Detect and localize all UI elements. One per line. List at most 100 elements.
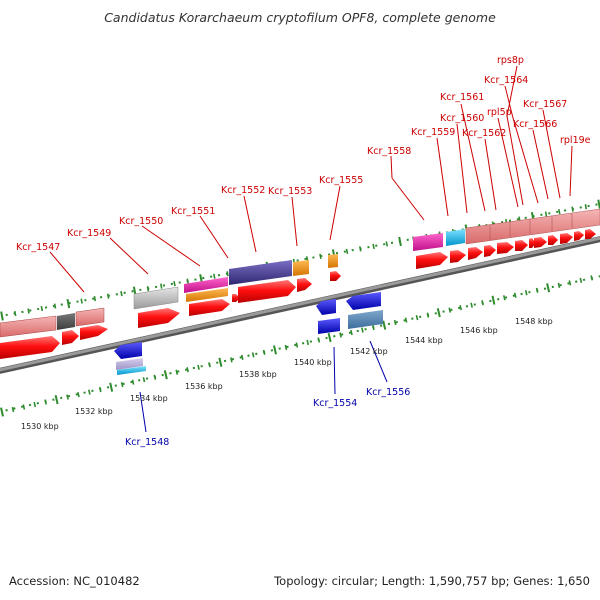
gene-arrow[interactable] bbox=[0, 336, 60, 359]
gene-label[interactable]: Kcr_1551 bbox=[171, 206, 215, 217]
gene-arrow[interactable] bbox=[238, 280, 296, 303]
gene-arrow[interactable] bbox=[189, 299, 230, 316]
gene-feature[interactable] bbox=[293, 260, 309, 276]
tick-mark bbox=[273, 345, 277, 355]
scale-tick-label: 1548 kbp bbox=[515, 317, 553, 326]
tick-mark bbox=[142, 377, 146, 383]
gene-feature[interactable] bbox=[318, 318, 340, 334]
gene-arrow[interactable] bbox=[468, 247, 483, 260]
gene-arrow[interactable] bbox=[346, 292, 381, 310]
gene-label[interactable]: Kcr_1553 bbox=[268, 186, 312, 197]
gene-label[interactable]: Kcr_1564 bbox=[484, 75, 528, 86]
genome-backbone bbox=[0, 236, 600, 374]
gene-feature[interactable] bbox=[133, 286, 179, 310]
gene-label[interactable]: Kcr_1552 bbox=[221, 185, 265, 196]
gene-arrow[interactable] bbox=[560, 233, 573, 244]
tick-mark bbox=[77, 392, 80, 398]
gene-feature[interactable] bbox=[229, 260, 292, 285]
tick-mark bbox=[295, 342, 299, 348]
gene-label[interactable]: rpl5p bbox=[487, 107, 512, 118]
scale-tick-label: 1530 kbp bbox=[21, 422, 59, 431]
gene-arrow[interactable] bbox=[416, 252, 448, 269]
tick-mark bbox=[503, 295, 506, 301]
gene-arrow[interactable] bbox=[574, 231, 584, 241]
gene-label[interactable]: Kcr_1559 bbox=[411, 127, 455, 138]
tick-mark bbox=[131, 379, 135, 385]
gene-label[interactable]: Kcr_1547 bbox=[16, 242, 60, 253]
gene-feature[interactable] bbox=[413, 233, 443, 251]
gene-feature[interactable] bbox=[117, 366, 146, 375]
gene-feature[interactable] bbox=[116, 358, 143, 370]
scale-tick-label: 1544 kbp bbox=[405, 336, 443, 345]
tick-mark bbox=[153, 374, 157, 380]
gene-label[interactable]: Kcr_1556 bbox=[366, 387, 410, 398]
gene-feature[interactable] bbox=[184, 277, 228, 293]
tick-mark bbox=[524, 290, 528, 296]
scale-ticks bbox=[0, 275, 594, 417]
gene-feature[interactable] bbox=[328, 254, 338, 268]
gene-feature[interactable] bbox=[75, 307, 105, 327]
tick-mark bbox=[146, 286, 150, 292]
gene-label[interactable]: rpl19e bbox=[560, 135, 591, 146]
gene-feature[interactable] bbox=[57, 313, 75, 330]
gene-feature[interactable] bbox=[186, 288, 228, 302]
tick-mark bbox=[544, 211, 548, 217]
gene-feature[interactable] bbox=[348, 310, 383, 329]
scale-tick-label: 1532 kbp bbox=[75, 407, 113, 416]
gene-feature[interactable] bbox=[0, 315, 57, 338]
tick-mark bbox=[385, 241, 389, 247]
gene-arrow[interactable] bbox=[297, 278, 312, 292]
tick-mark bbox=[27, 308, 30, 314]
tick-mark bbox=[481, 300, 484, 306]
gene-arrow[interactable] bbox=[548, 235, 558, 245]
tick-mark bbox=[361, 327, 364, 333]
tick-mark bbox=[284, 344, 288, 351]
tick-mark bbox=[558, 209, 561, 215]
tick-mark bbox=[33, 401, 37, 408]
reverse-genes bbox=[114, 292, 383, 375]
tick-mark bbox=[459, 305, 462, 311]
reverse-gene-labels: Kcr_1548 Kcr_1554 Kcr_1556 bbox=[125, 387, 410, 448]
gene-arrow[interactable] bbox=[62, 330, 79, 345]
scale-tick-label: 1538 kbp bbox=[239, 370, 277, 379]
tick-mark bbox=[317, 337, 321, 343]
tick-mark bbox=[393, 319, 397, 326]
gene-label[interactable]: rps8p bbox=[497, 55, 524, 66]
map-title: Candidatus Korarchaeum cryptofilum OPF8,… bbox=[104, 10, 496, 25]
gene-arrow[interactable] bbox=[330, 271, 341, 281]
gene-arrow[interactable] bbox=[515, 240, 528, 251]
gene-feature[interactable] bbox=[465, 208, 600, 245]
gene-arrow[interactable] bbox=[138, 308, 180, 328]
tick-mark bbox=[88, 389, 91, 395]
gene-label[interactable]: Kcr_1562 bbox=[462, 128, 506, 139]
tick-mark bbox=[106, 293, 110, 299]
label-leaders bbox=[49, 65, 573, 433]
gene-label[interactable]: Kcr_1554 bbox=[313, 398, 357, 409]
forward-genes bbox=[0, 208, 600, 359]
gene-arrow[interactable] bbox=[585, 229, 596, 239]
tick-mark bbox=[372, 243, 375, 250]
gene-arrow[interactable] bbox=[497, 242, 514, 254]
gene-arrow[interactable] bbox=[534, 237, 547, 248]
tick-mark bbox=[571, 206, 574, 212]
gene-label[interactable]: Kcr_1566 bbox=[513, 119, 557, 130]
gene-label[interactable]: Kcr_1550 bbox=[119, 216, 163, 227]
gene-arrow[interactable] bbox=[484, 245, 496, 257]
gene-arrow[interactable] bbox=[80, 325, 108, 340]
forward-gene-labels: Kcr_1547 Kcr_1549 Kcr_1550 Kcr_1551 Kcr_… bbox=[16, 55, 591, 253]
gene-label[interactable]: Kcr_1548 bbox=[125, 437, 169, 448]
gene-label[interactable]: Kcr_1555 bbox=[319, 175, 363, 186]
tick-mark bbox=[53, 303, 57, 309]
gene-label[interactable]: Kcr_1558 bbox=[367, 146, 411, 157]
gene-label[interactable]: Kcr_1561 bbox=[440, 92, 484, 103]
gene-feature[interactable] bbox=[446, 229, 465, 246]
gene-label[interactable]: Kcr_1549 bbox=[67, 228, 111, 239]
gene-arrow[interactable] bbox=[529, 238, 536, 248]
scale-tick-label: 1534 kbp bbox=[130, 394, 168, 403]
gene-arrow[interactable] bbox=[450, 250, 466, 263]
gene-arrow[interactable] bbox=[114, 342, 142, 359]
gene-label[interactable]: Kcr_1560 bbox=[440, 113, 484, 124]
tick-mark bbox=[186, 278, 189, 284]
gene-label[interactable]: Kcr_1567 bbox=[523, 99, 567, 110]
gene-arrow[interactable] bbox=[316, 299, 336, 315]
